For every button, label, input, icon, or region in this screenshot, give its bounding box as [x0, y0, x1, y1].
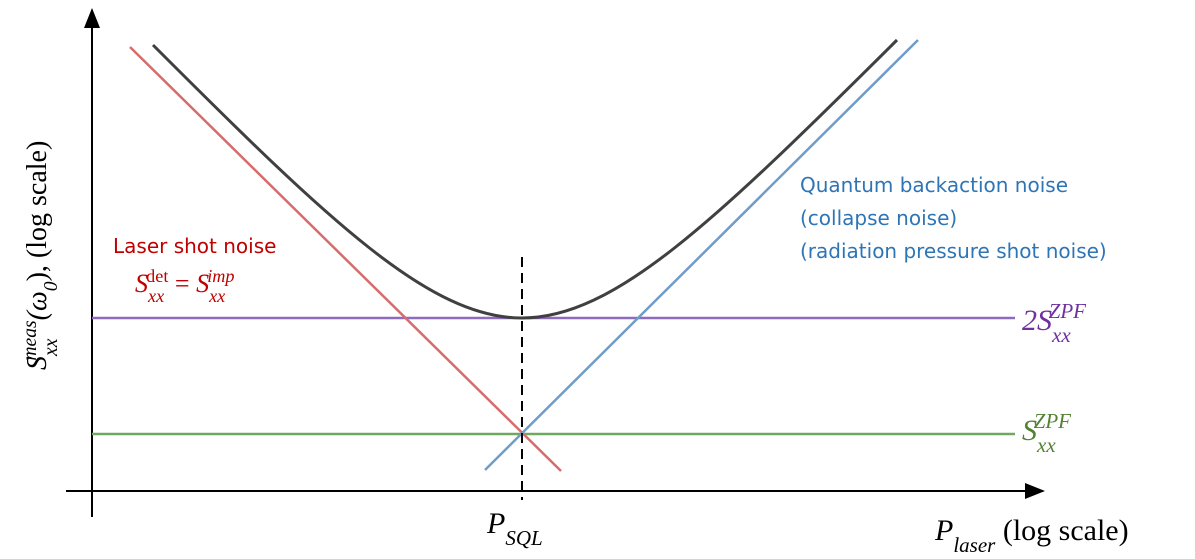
backaction-line-2: (collapse noise) [800, 206, 957, 230]
symbol: S [1022, 414, 1037, 447]
subscript: xx [1051, 323, 1071, 347]
subscript: SQL [505, 526, 542, 550]
zpf-double-label: 2SxxZPF [1022, 299, 1086, 347]
superscript: det [146, 266, 168, 286]
backaction-line [484, 39, 919, 471]
subscript: xx [1036, 433, 1056, 457]
superscript: ZPF [1034, 409, 1072, 433]
shot-noise-line [129, 46, 562, 472]
symbol: S [196, 269, 209, 298]
y-axis-label: Sxxmeas(ω0), (log scale) [20, 141, 62, 370]
x-axis-label: Plaser (log scale) [934, 514, 1129, 557]
symbol: P [934, 514, 953, 547]
symbol: P [486, 507, 505, 540]
superscript: meas [20, 320, 41, 361]
symbol: S [135, 269, 148, 298]
subscript: xx [41, 338, 62, 357]
sql-label: PSQL [486, 507, 543, 550]
symbol: S [22, 356, 53, 370]
zpf-label: SxxZPF [1022, 409, 1071, 457]
shot-noise-formula: Sxxdet = Sxximp [135, 266, 235, 306]
suffix: ), (log scale) [22, 141, 53, 282]
subscript: xx [147, 286, 164, 306]
superscript: ZPF [1049, 299, 1087, 323]
symbol: 2S [1022, 304, 1052, 337]
subscript: laser [953, 533, 996, 557]
suffix: (log scale) [995, 514, 1128, 547]
superscript: imp [207, 266, 234, 286]
backaction-line-3: (radiation pressure shot noise) [800, 239, 1107, 263]
backaction-line-1: Quantum backaction noise [800, 173, 1068, 197]
subscript: 0 [41, 281, 62, 291]
total-noise-curve [151, 38, 899, 320]
shot-noise-title: Laser shot noise [113, 234, 276, 258]
equals: = [168, 269, 196, 298]
argument: (ω [22, 291, 53, 320]
subscript: xx [208, 286, 225, 306]
